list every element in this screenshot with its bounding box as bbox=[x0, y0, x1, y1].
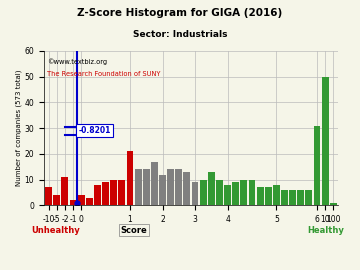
Bar bbox=[289, 190, 296, 205]
Bar bbox=[281, 190, 288, 205]
Bar bbox=[151, 162, 158, 205]
Bar bbox=[184, 172, 190, 205]
Bar bbox=[78, 195, 85, 205]
Text: The Research Foundation of SUNY: The Research Foundation of SUNY bbox=[47, 71, 160, 77]
Text: Unhealthy: Unhealthy bbox=[32, 225, 80, 235]
Bar bbox=[118, 180, 125, 205]
Bar bbox=[53, 195, 60, 205]
Bar bbox=[175, 169, 182, 205]
Bar bbox=[192, 182, 198, 205]
Bar bbox=[69, 200, 76, 205]
Bar bbox=[143, 169, 150, 205]
Bar bbox=[305, 190, 312, 205]
Bar bbox=[216, 180, 223, 205]
Bar bbox=[208, 172, 215, 205]
Bar bbox=[265, 187, 272, 205]
Y-axis label: Number of companies (573 total): Number of companies (573 total) bbox=[15, 70, 22, 187]
Bar bbox=[200, 180, 207, 205]
Bar bbox=[297, 190, 304, 205]
Text: Healthy: Healthy bbox=[307, 225, 345, 235]
Bar bbox=[167, 169, 174, 205]
Text: Z-Score Histogram for GIGA (2016): Z-Score Histogram for GIGA (2016) bbox=[77, 8, 283, 18]
Bar bbox=[62, 177, 68, 205]
Bar bbox=[248, 180, 256, 205]
Bar bbox=[102, 182, 109, 205]
Bar bbox=[126, 151, 134, 205]
Bar bbox=[135, 169, 141, 205]
Bar bbox=[322, 77, 329, 205]
Text: -0.8201: -0.8201 bbox=[78, 126, 111, 135]
Bar bbox=[257, 187, 264, 205]
Bar bbox=[159, 175, 166, 205]
Bar bbox=[240, 180, 247, 205]
Bar bbox=[94, 185, 101, 205]
Text: Score: Score bbox=[120, 225, 147, 235]
Bar bbox=[232, 182, 239, 205]
Bar bbox=[110, 180, 117, 205]
Bar bbox=[224, 185, 231, 205]
Bar bbox=[273, 185, 280, 205]
Text: ©www.textbiz.org: ©www.textbiz.org bbox=[47, 59, 107, 65]
Bar bbox=[314, 126, 320, 205]
Text: Sector: Industrials: Sector: Industrials bbox=[133, 30, 227, 39]
Bar bbox=[45, 187, 52, 205]
Bar bbox=[330, 203, 337, 205]
Bar bbox=[86, 198, 93, 205]
